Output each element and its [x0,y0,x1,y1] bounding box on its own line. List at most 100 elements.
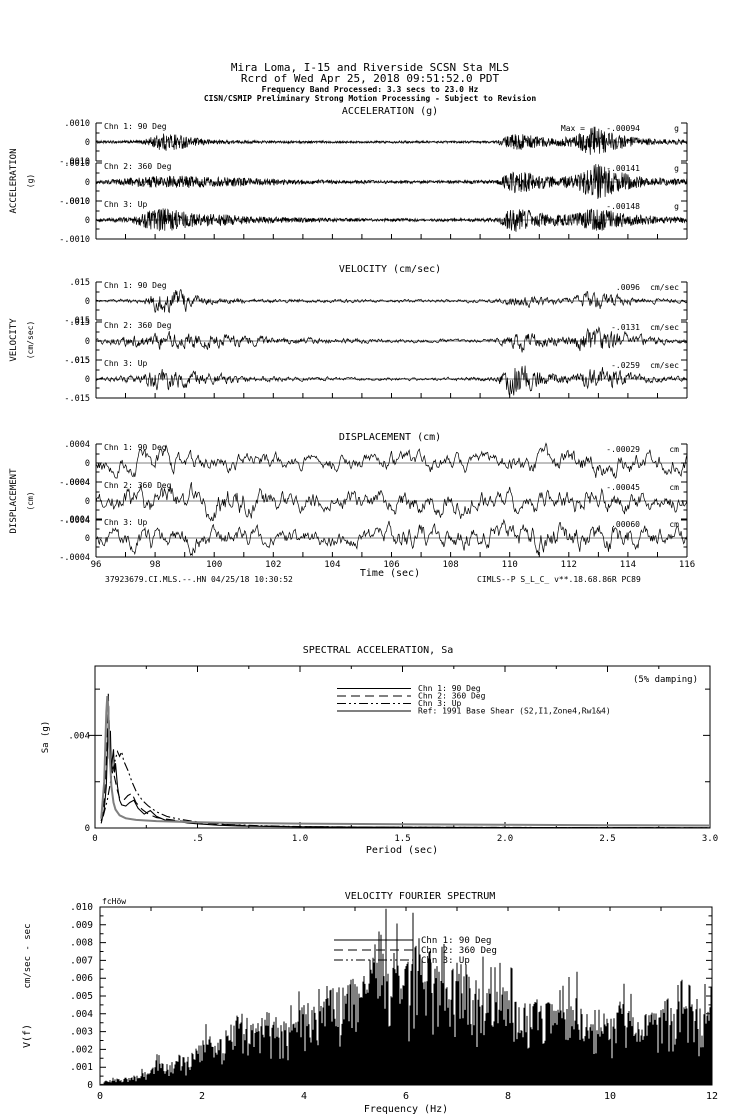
velocity-ylabel: VELOCITY [9,318,19,362]
sa-legend-label: Chn 1: 90 Deg [418,684,481,693]
sa-x-tick-label: 2.0 [497,834,513,844]
channel-label: Chn 2: 360 Deg [104,481,172,490]
fourier-x-tick-label: 10 [604,1091,616,1102]
time-tick-label: 98 [150,560,161,570]
time-tick-label: 100 [206,560,222,570]
waveform-trace [95,126,688,155]
peak-value-label: -.00045 [606,483,640,492]
y-tick-label: -.0010 [59,197,90,207]
fourier-x-tick-label: 8 [505,1091,511,1102]
y-tick-label: 0 [85,178,90,188]
y-tick-label: 0 [85,459,90,469]
fourier-y-tick-label: .002 [70,1044,93,1055]
processing-code-footer: CIMLS--P S_L_C_ v**.18.68.86R PC89 [477,575,641,584]
acceleration-title: ACCELERATION (g) [342,106,438,117]
y-tick-label: 0 [85,497,90,507]
peak-unit-label: cm/sec [650,323,679,332]
header-processing-note: CISN/CSMIP Preliminary Strong Motion Pro… [204,93,537,103]
peak-value-label: .00060 [611,520,640,529]
sa-ticks [88,666,710,828]
peak-unit-label: cm [669,483,679,492]
time-tick-label: 108 [442,560,458,570]
time-tick-label: 112 [561,560,577,570]
y-tick-label: 0 [85,337,90,347]
time-tick-label: 114 [620,560,636,570]
time-tick-label: 104 [324,560,340,570]
sa-xlabel: Period (sec) [366,845,438,856]
peak-prefix-label: Max = [561,124,585,133]
acceleration-yunit: (g) [26,174,35,188]
sa-x-tick-label: 3.0 [702,834,718,844]
y-tick-label: -.0004 [59,553,90,563]
time-tick-label: 102 [265,560,281,570]
channel-label: Chn 1: 90 Deg [104,443,167,452]
header-record-date: Rcrd of Wed Apr 25, 2018 09:51:52.0 PDT [241,72,500,85]
fourier-x-tick-label: 12 [706,1091,718,1102]
acceleration-ylabel: ACCELERATION [9,148,19,213]
channel-label: Chn 3: Up [104,359,148,368]
peak-unit-label: g [674,124,679,133]
peak-unit-label: g [674,202,679,211]
peak-value-label: -.00094 [606,124,640,133]
sa-curve [100,696,711,827]
sa-plot-frame [94,665,711,829]
header-station-title: Mira Loma, I-15 and Riverside SCSN Sta M… [231,61,509,74]
sa-y-tick-label: 0 [85,824,90,834]
displacement-yunit: (cm) [26,491,35,510]
y-tick-label: 0 [85,216,90,226]
peak-value-label: .0096 [616,283,640,292]
fourier-x-tick-label: 4 [301,1091,307,1102]
sa-legend-label: Chn 3: Up [418,699,462,708]
sa-curve [100,721,711,829]
fourier-y-tick-label: .003 [70,1027,93,1038]
channel-label: Chn 1: 90 Deg [104,281,167,290]
fourier-legend-label: Chn 1: 90 Deg [421,936,491,946]
fourier-legend-label: Chn 2: 360 Deg [421,946,497,956]
sa-x-tick-label: 2.5 [599,834,615,844]
waveform-trace [95,163,688,200]
y-tick-label: -.015 [64,394,90,404]
fourier-spectrum-area [99,908,713,1085]
waveform-trace [95,442,688,479]
displacement-ylabel: DISPLACEMENT [9,468,19,534]
group-time-axis [95,552,688,558]
y-tick-label: .0004 [64,515,90,525]
waveform-trace [95,289,688,314]
peak-unit-label: cm [669,445,679,454]
peak-unit-label: cm/sec [650,361,679,370]
sa-chart-title: SPECTRAL ACCELERATION, Sa [303,645,454,656]
fourier-x-tick-label: 6 [403,1091,409,1102]
y-tick-label: .015 [70,278,90,288]
y-tick-label: .015 [70,318,90,328]
group-time-axis [95,234,688,240]
fourier-y-tick-label: 0 [87,1080,93,1091]
y-tick-label: -.0004 [59,516,90,526]
y-tick-label: 0 [85,138,90,148]
peak-value-label: -.0259 [611,361,640,370]
channel-label: Chn 3: Up [104,200,148,209]
peak-value-label: -.00148 [606,202,640,211]
sa-ylabel: Sa (g) [41,721,51,754]
sa-x-tick-label: 0 [92,834,97,844]
y-tick-label: .015 [70,356,90,366]
y-tick-label: -.0010 [59,235,90,245]
fourier-chart-title: VELOCITY FOURIER SPECTRUM [345,891,496,902]
sa-x-tick-label: .5 [192,834,203,844]
y-tick-label: -.015 [64,316,90,326]
peak-unit-label: g [674,164,679,173]
y-tick-label: -.0004 [59,478,90,488]
channel-label: Chn 2: 360 Deg [104,321,172,330]
channel-label: Chn 3: Up [104,518,148,527]
waveform-trace [95,365,688,397]
fourier-x-tick-label: 0 [97,1091,103,1102]
displacement-title: DISPLACEMENT (cm) [339,432,441,443]
y-tick-label: -.015 [64,356,90,366]
channel-label: Chn 2: 360 Deg [104,162,172,171]
y-tick-label: .0010 [64,159,90,169]
sa-y-tick-label: .004 [68,731,90,741]
y-tick-label: .0010 [64,119,90,129]
fourier-corner-label: fcHöw [102,897,126,906]
y-tick-label: 0 [85,534,90,544]
group-time-axis [95,393,688,399]
